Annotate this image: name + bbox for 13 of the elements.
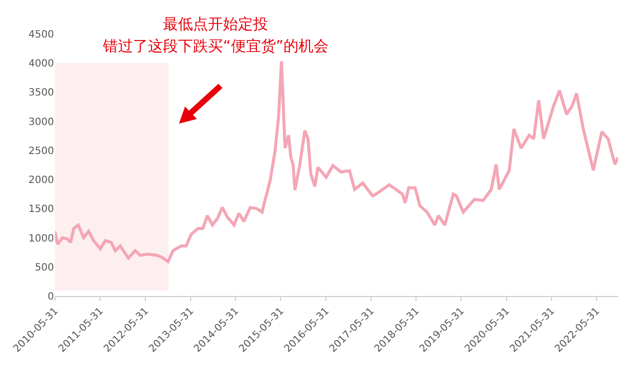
- y-tick-label: 1500: [28, 204, 54, 216]
- y-tick-label: 3000: [28, 116, 54, 128]
- y-tick-label: 0: [48, 292, 54, 302]
- y-tick-label: 3500: [28, 88, 54, 99]
- line-series: [55, 60, 618, 264]
- y-tick-label: 4000: [28, 58, 54, 70]
- y-tick-label: 1000: [28, 233, 54, 244]
- y-tick-label: 500: [34, 262, 54, 274]
- annotation: 错过了这段下跌买“便宜货”的机会: [102, 37, 329, 55]
- y-tick-label: 2500: [28, 146, 54, 157]
- y-tick-label: 4500: [28, 30, 54, 40]
- text: 最低点开始定投: [163, 15, 268, 33]
- y-tick-label: 2000: [28, 175, 54, 186]
